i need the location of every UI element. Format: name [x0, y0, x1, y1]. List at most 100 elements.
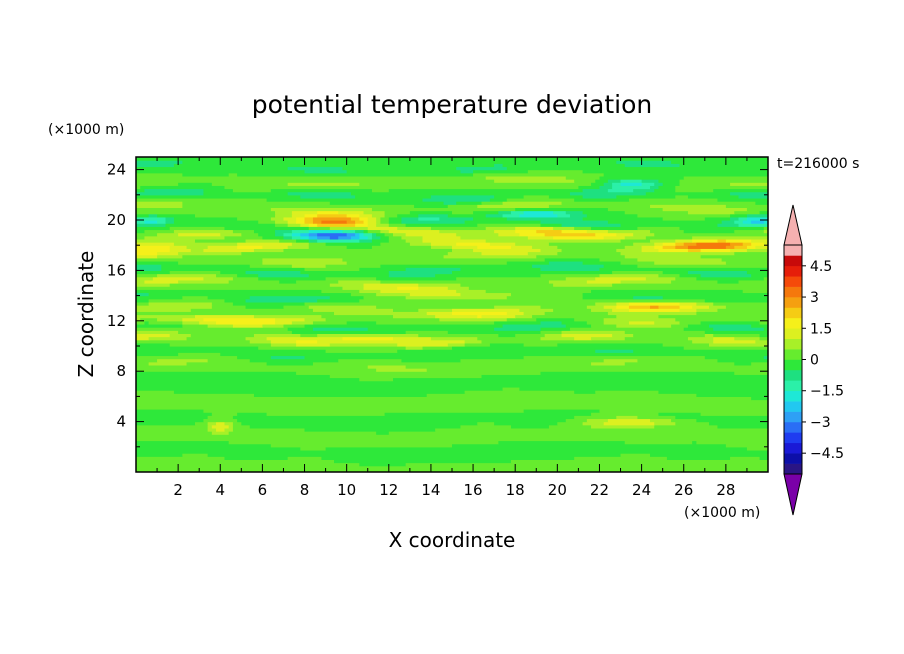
- heatmap-cell: [662, 242, 676, 246]
- heatmap-cell: [136, 393, 255, 397]
- heatmap-cell: [136, 424, 209, 429]
- heatmap-cell: [258, 232, 276, 237]
- heatmap-cell: [515, 242, 550, 246]
- heatmap-cell: [624, 245, 643, 249]
- heatmap-cell: [515, 333, 546, 338]
- heatmap-cell: [321, 456, 575, 460]
- heatmap-cell: [136, 248, 171, 253]
- heatmap-cell: [334, 311, 428, 316]
- heatmap-cell: [291, 210, 318, 215]
- heatmap-cell: [548, 194, 584, 199]
- heatmap-cell: [460, 358, 605, 363]
- heatmap-cell: [540, 223, 563, 227]
- heatmap-cell: [464, 390, 575, 394]
- x-tick-label: 14: [421, 481, 440, 499]
- heatmap-cell: [548, 424, 592, 429]
- heatmap-cell: [687, 210, 735, 215]
- heatmap-cell: [136, 292, 150, 297]
- heatmap-cell: [136, 386, 504, 391]
- heatmap-cell: [548, 279, 588, 284]
- heatmap-cell: [283, 235, 293, 240]
- heatmap-cell: [696, 242, 731, 246]
- heatmap-cell: [346, 260, 508, 265]
- heatmap-cell: [494, 320, 542, 325]
- heatmap-cell: [346, 169, 462, 174]
- heatmap-cell: [359, 289, 381, 294]
- heatmap-cell: [452, 210, 474, 215]
- heatmap-cell: [759, 210, 768, 215]
- x-tick-label: 20: [548, 481, 567, 499]
- heatmap-cell: [502, 323, 567, 328]
- heatmap-cell: [494, 179, 575, 183]
- heatmap-cell: [275, 220, 289, 224]
- heatmap-cell: [300, 235, 310, 240]
- heatmap-cell: [136, 374, 331, 379]
- heatmap-cell: [136, 342, 171, 347]
- heatmap-cell: [418, 283, 462, 287]
- heatmap-cell: [612, 333, 634, 338]
- heatmap-cell: [591, 289, 744, 294]
- heatmap-cell: [519, 386, 768, 391]
- x-unit-label: (×1000 m): [684, 505, 760, 521]
- heatmap-cell: [178, 279, 230, 284]
- heatmap-cell: [637, 358, 719, 363]
- heatmap-cell: [169, 283, 331, 287]
- heatmap-cell: [763, 220, 768, 224]
- heatmap-cell: [700, 320, 761, 325]
- heatmap-cell: [620, 279, 672, 284]
- heatmap-cell: [186, 336, 247, 341]
- heatmap-cell: [671, 418, 697, 423]
- heatmap-cell: [321, 220, 348, 224]
- heatmap-cell: [679, 308, 697, 312]
- heatmap-cell: [291, 235, 301, 240]
- heatmap-cell: [367, 216, 377, 221]
- heatmap-cell: [746, 207, 768, 212]
- heatmap-cell: [262, 235, 285, 240]
- heatmap-cell: [637, 415, 676, 420]
- heatmap-cell: [498, 232, 521, 237]
- heatmap-cell: [654, 424, 719, 429]
- heatmap-cell: [136, 197, 268, 202]
- heatmap-cell: [717, 358, 768, 363]
- heatmap-cell: [371, 245, 432, 249]
- heatmap-cell: [624, 210, 689, 215]
- heatmap-cell: [136, 245, 171, 249]
- heatmap-cell: [548, 260, 584, 265]
- heatmap-cell: [679, 273, 702, 278]
- heatmap-cell: [384, 210, 411, 215]
- heatmap-cell: [662, 207, 748, 212]
- heatmap-cell: [136, 383, 768, 388]
- heatmap-cell: [136, 314, 196, 319]
- heatmap-cell: [182, 453, 209, 457]
- heatmap-cell: [207, 415, 234, 420]
- heatmap-cell: [696, 301, 714, 306]
- heatmap-cell: [616, 415, 638, 420]
- heatmap-cell: [540, 327, 571, 331]
- heatmap-cell: [628, 197, 719, 202]
- heatmap-cell: [136, 185, 141, 190]
- heatmap-cell: [359, 182, 592, 186]
- heatmap-cell: [237, 242, 293, 246]
- heatmap-cell: [203, 317, 276, 322]
- heatmap-cell: [359, 238, 373, 243]
- heatmap-cell: [136, 289, 322, 294]
- heatmap-cell: [700, 273, 752, 278]
- y-unit-label: (×1000 m): [48, 122, 124, 138]
- x-tick-label: 26: [674, 481, 693, 499]
- heatmap-cell: [136, 213, 150, 218]
- heatmap-cell: [709, 342, 768, 347]
- heatmap-cell: [275, 213, 293, 218]
- heatmap-cell: [216, 320, 276, 325]
- heatmap-cell: [704, 333, 714, 338]
- heatmap-cell: [713, 301, 768, 306]
- heatmap-cell: [148, 301, 213, 306]
- heatmap-cell: [136, 377, 360, 382]
- heatmap-cell: [561, 248, 617, 253]
- heatmap-cell: [456, 232, 499, 237]
- heatmap-cell: [658, 412, 702, 416]
- heatmap-cell: [447, 342, 466, 347]
- heatmap-cell: [300, 194, 356, 199]
- heatmap-cell: [136, 311, 335, 316]
- heatmap-cell: [380, 229, 390, 234]
- heatmap-cell: [591, 424, 655, 429]
